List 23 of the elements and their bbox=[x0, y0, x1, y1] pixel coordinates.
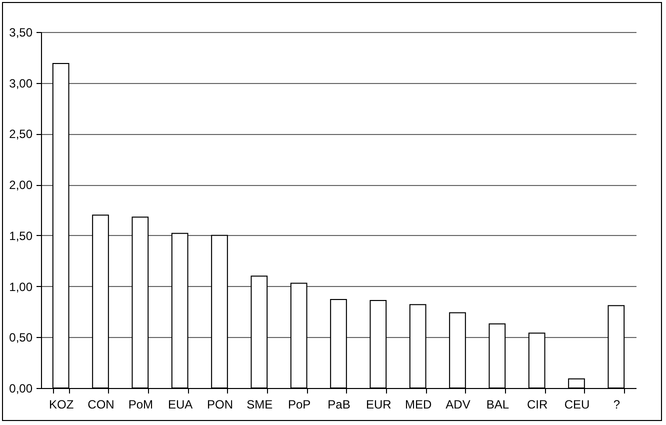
x-tick-label: MED bbox=[404, 398, 432, 412]
y-tick-label: 3,00 bbox=[9, 76, 33, 90]
x-tick-label: PoM bbox=[128, 398, 154, 412]
y-tick-label: 2,50 bbox=[9, 127, 33, 142]
y-tick-label: 3,50 bbox=[9, 26, 33, 40]
x-tick-label: PaB bbox=[328, 398, 350, 412]
x-tick-label: CON bbox=[88, 398, 114, 412]
y-tick-label: 2,00 bbox=[9, 178, 33, 192]
y-tick-label: 0,00 bbox=[9, 382, 33, 396]
x-tick-label: EUR bbox=[366, 398, 392, 412]
x-tick-label: ? bbox=[613, 398, 620, 412]
y-tick-label: 1,00 bbox=[9, 280, 33, 294]
y-tick-label: 0,50 bbox=[9, 330, 33, 345]
x-tick-label: KOZ bbox=[48, 398, 74, 412]
x-tick-label: CIR bbox=[526, 398, 548, 412]
x-tick-label: PoP bbox=[288, 398, 311, 412]
y-tick-label: 1,50 bbox=[9, 228, 33, 243]
x-tick-label: EUA bbox=[168, 398, 193, 412]
x-tick-label: ADV bbox=[446, 398, 470, 412]
x-tick-label: PON bbox=[206, 398, 234, 412]
x-tick-label: CEU bbox=[564, 398, 590, 412]
x-tick-label: SME bbox=[246, 398, 273, 412]
x-tick-label: BAL bbox=[486, 398, 510, 412]
